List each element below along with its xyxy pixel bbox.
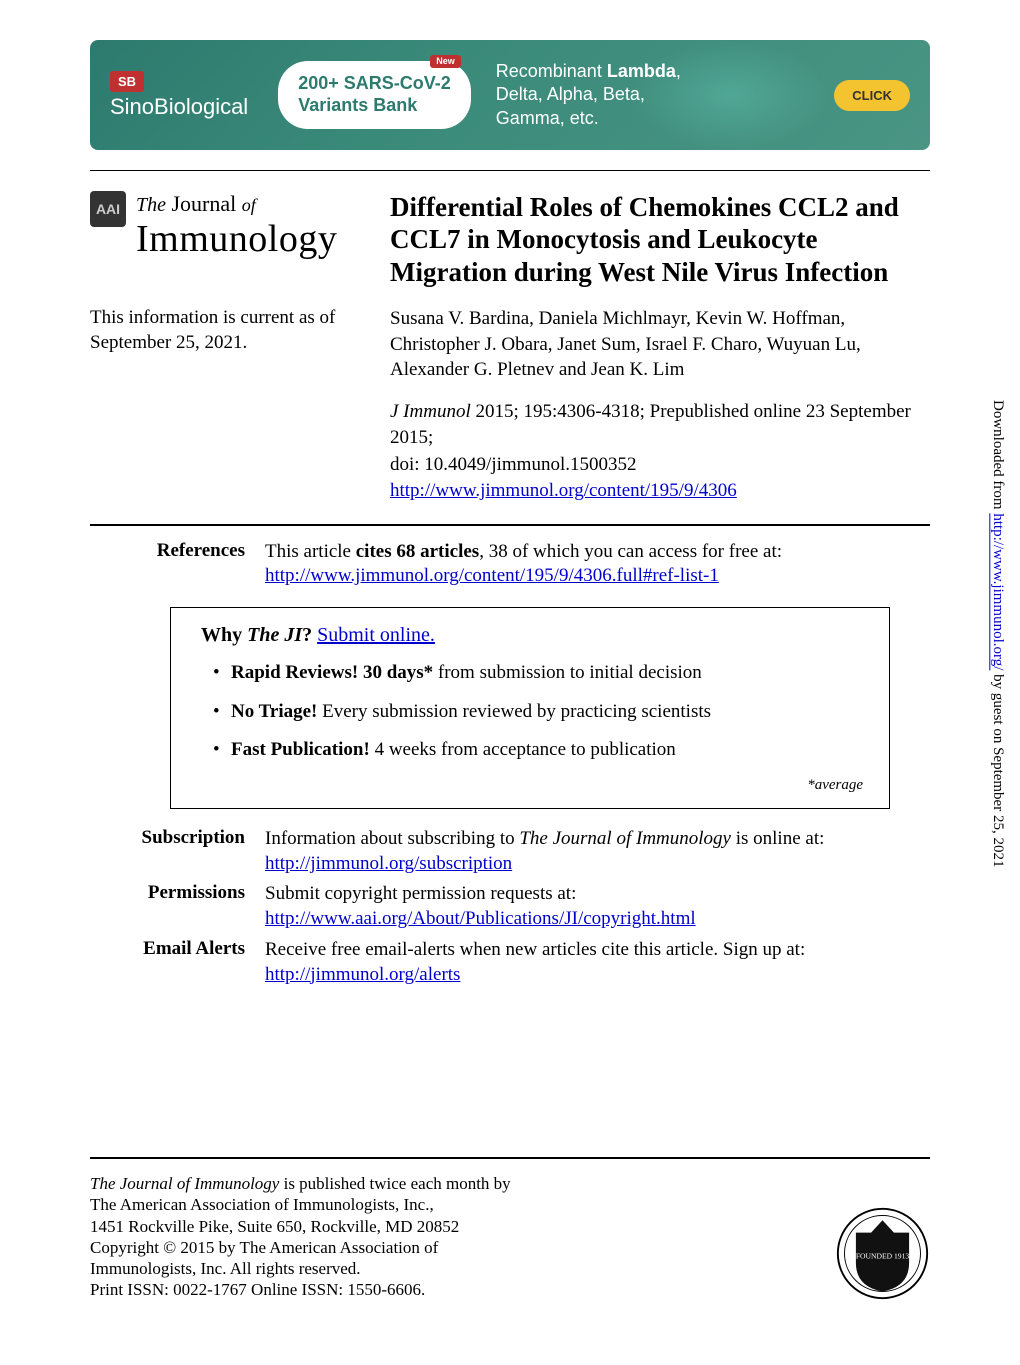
email-alerts-row: Email Alerts Receive free email-alerts w… (90, 938, 930, 987)
sub-pre: Information about subscribing to (265, 828, 519, 849)
why-item: Fast Publication! 4 weeks from acceptanc… (213, 738, 863, 763)
divider-thick (90, 1157, 930, 1159)
why-item: Rapid Reviews! 30 days* from submission … (213, 661, 863, 686)
permissions-label: Permissions (90, 882, 265, 931)
divider (90, 170, 930, 171)
ad-logo: SB SinoBiological (110, 71, 248, 120)
why-title: Why The JI? Submit online. (201, 624, 863, 647)
footer-l4: Copyright © 2015 by The American Associa… (90, 1238, 438, 1257)
refs-bold: cites 68 articles (356, 541, 479, 562)
authors: Susana V. Bardina, Daniela Michlmayr, Ke… (390, 306, 930, 383)
email-alerts-url-link[interactable]: http://jimmunol.org/alerts (265, 964, 460, 985)
footer-text: The Journal of Immunology is published t… (90, 1173, 815, 1301)
why-item-rest: from submission to initial decision (433, 662, 702, 683)
why-em: The JI (247, 624, 302, 646)
ad-text-bold: Lambda (607, 61, 676, 81)
footer-l6: Print ISSN: 0022-1767 Online ISSN: 1550-… (90, 1280, 425, 1299)
alerts-text: Receive free email-alerts when new artic… (265, 939, 805, 960)
footer-l5: Immunologists, Inc. All rights reserved. (90, 1259, 361, 1278)
ad-pill-line1: 200+ SARS-CoV-2 (298, 73, 451, 95)
references-body: This article cites 68 articles, 38 of wh… (265, 540, 930, 589)
logo-of: of (242, 195, 256, 215)
why-box: Why The JI? Submit online. Rapid Reviews… (170, 607, 890, 809)
ad-pill-badge: New (430, 55, 461, 68)
permissions-row: Permissions Submit copyright permission … (90, 882, 930, 931)
references-row: References This article cites 68 article… (90, 540, 930, 589)
logo-the: The (136, 194, 166, 216)
submit-online-link[interactable]: Submit online. (317, 624, 435, 646)
ad-text: Recombinant Lambda, Delta, Alpha, Beta, … (496, 60, 681, 130)
logo-journal: Journal (172, 191, 237, 216)
refs-pre: This article (265, 541, 356, 562)
meta-row: This information is current as of Septem… (90, 306, 930, 503)
permissions-body: Submit copyright permission requests at:… (265, 882, 930, 931)
why-item-bold: Rapid Reviews! 30 days* (231, 662, 433, 683)
article-title: Differential Roles of Chemokines CCL2 an… (390, 191, 930, 288)
sidebar-url-link[interactable]: http://www.jimmunol.org/ (990, 513, 1006, 670)
email-alerts-body: Receive free email-alerts when new artic… (265, 938, 930, 987)
current-info: This information is current as of Septem… (90, 306, 390, 503)
subscription-label: Subscription (90, 827, 265, 876)
sidebar-pre: Downloaded from (990, 400, 1006, 513)
ad-click-button[interactable]: CLICK (834, 80, 910, 111)
why-item: No Triage! Every submission reviewed by … (213, 700, 863, 725)
why-item-rest: 4 weeks from acceptance to publication (370, 739, 676, 760)
citation-journal: J Immunol (390, 401, 471, 422)
aai-seal-icon: FOUNDED 1913 (835, 1206, 930, 1301)
logo-main: Immunology (136, 217, 337, 261)
doi: doi: 10.4049/jimmunol.1500352 (390, 452, 930, 478)
ad-text-post: , (676, 61, 681, 81)
header-row: AAI The Journal of Immunology Differenti… (90, 191, 930, 288)
refs-post: , 38 of which you can access for free at… (479, 541, 782, 562)
download-sidebar: Downloaded from http://www.jimmunol.org/… (989, 400, 1006, 867)
ad-text-line2: Delta, Alpha, Beta, (496, 83, 681, 106)
permissions-url-link[interactable]: http://www.aai.org/About/Publications/JI… (265, 908, 696, 929)
why-item-rest: Every submission reviewed by practicing … (317, 701, 711, 722)
ad-text-pre: Recombinant (496, 61, 607, 81)
references-label: References (90, 540, 265, 589)
references-url-link[interactable]: http://www.jimmunol.org/content/195/9/43… (265, 565, 719, 586)
why-list: Rapid Reviews! 30 days* from submission … (213, 661, 863, 763)
journal-logo: AAI The Journal of Immunology (90, 191, 390, 288)
divider-thick (90, 524, 930, 526)
article-url-link[interactable]: http://www.jimmunol.org/content/195/9/43… (390, 480, 737, 501)
footer-em: The Journal of Immunology (90, 1174, 279, 1193)
footer: The Journal of Immunology is published t… (90, 1173, 930, 1301)
aai-badge-icon: AAI (90, 191, 126, 227)
why-q: ? (302, 624, 317, 646)
perm-text: Submit copyright permission requests at: (265, 883, 576, 904)
ad-pill-line2: Variants Bank (298, 95, 451, 117)
why-pre: Why (201, 624, 247, 646)
subscription-url-link[interactable]: http://jimmunol.org/subscription (265, 853, 512, 874)
svg-text:FOUNDED 1913: FOUNDED 1913 (856, 1251, 910, 1260)
subscription-body: Information about subscribing to The Jou… (265, 827, 930, 876)
title-block: Differential Roles of Chemokines CCL2 an… (390, 191, 930, 288)
ad-text-line3: Gamma, etc. (496, 107, 681, 130)
sub-em: The Journal of Immunology (519, 828, 731, 849)
email-alerts-label: Email Alerts (90, 938, 265, 987)
footer-l2: The American Association of Immunologist… (90, 1195, 434, 1214)
ad-logo-text: SinoBiological (110, 94, 248, 120)
why-item-bold: Fast Publication! (231, 739, 370, 760)
footer-l1: is published twice each month by (279, 1174, 510, 1193)
ad-pill: New 200+ SARS-CoV-2 Variants Bank (278, 61, 471, 128)
meta-right: Susana V. Bardina, Daniela Michlmayr, Ke… (390, 306, 930, 503)
why-item-bold: No Triage! (231, 701, 317, 722)
sub-post: is online at: (731, 828, 824, 849)
ad-banner[interactable]: SB SinoBiological New 200+ SARS-CoV-2 Va… (90, 40, 930, 150)
ad-logo-sb: SB (110, 71, 144, 92)
subscription-row: Subscription Information about subscribi… (90, 827, 930, 876)
why-average: *average (201, 777, 863, 794)
footer-l3: 1451 Rockville Pike, Suite 650, Rockvill… (90, 1217, 459, 1236)
sidebar-post: by guest on September 25, 2021 (990, 670, 1006, 867)
